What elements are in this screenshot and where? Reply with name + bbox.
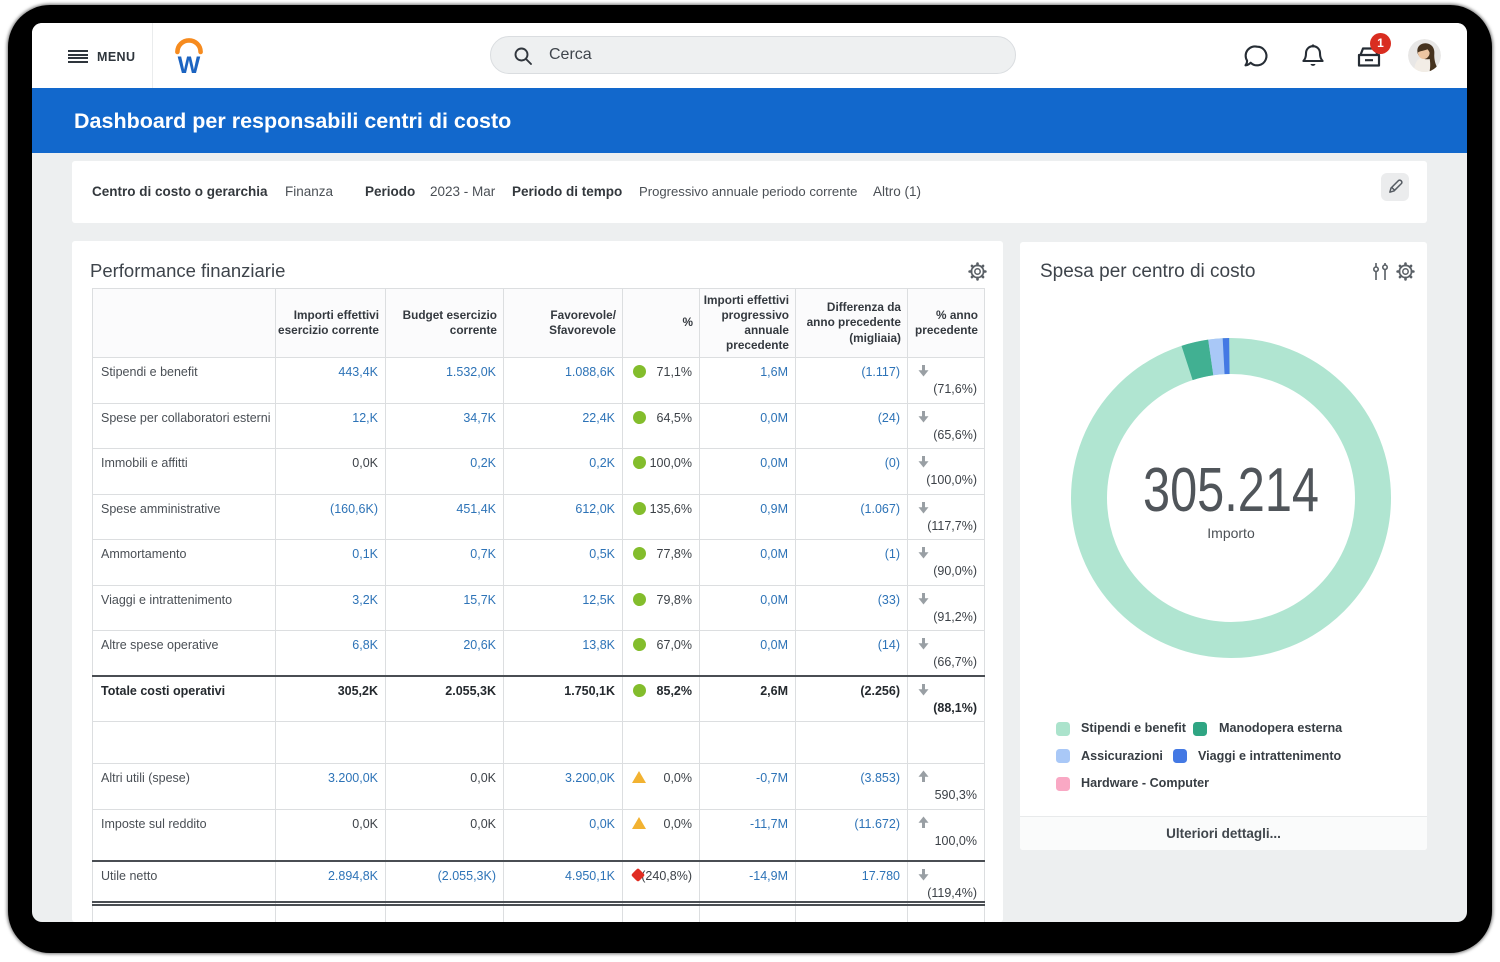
svg-text:W: W [178,52,201,77]
